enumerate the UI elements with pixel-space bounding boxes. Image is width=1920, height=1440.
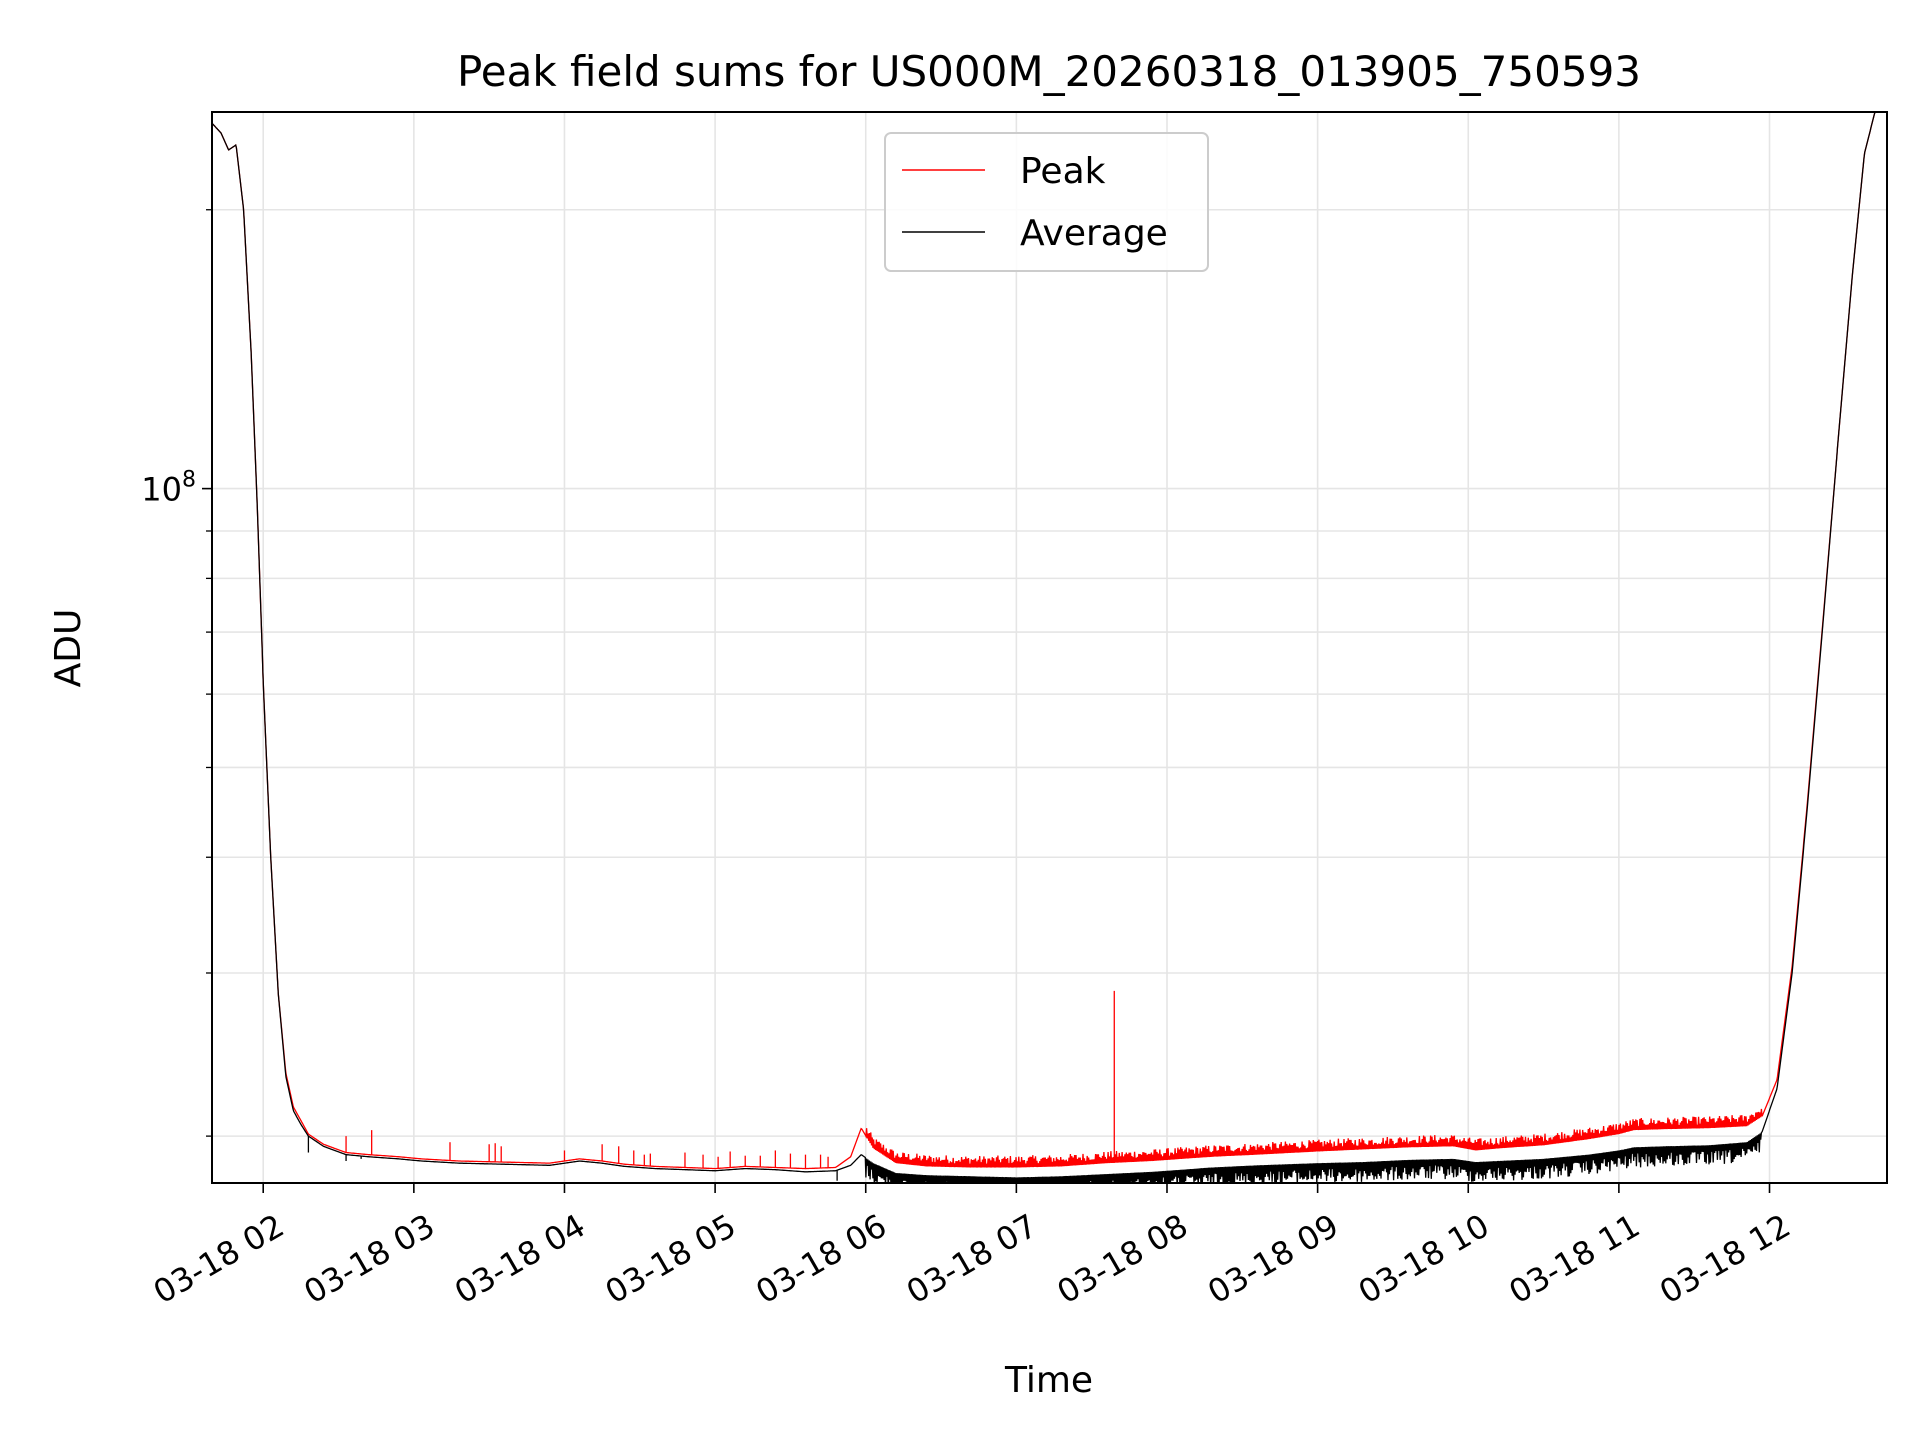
legend-label-average: Average	[1020, 213, 1168, 254]
series-average-line	[212, 112, 1887, 1183]
y-tick-label-base: 10	[141, 471, 182, 509]
series-peak-line	[212, 112, 1887, 1170]
chart-title: Peak field sums for US000M_20260318_0139…	[457, 47, 1641, 96]
legend: Peak Average	[884, 132, 1209, 272]
grid	[212, 112, 1887, 1183]
y-tick-label-exponent: 8	[182, 468, 196, 493]
legend-label-peak: Peak	[1020, 151, 1106, 192]
y-tick-label: 108	[141, 468, 196, 509]
x-axis-label: Time	[1004, 1360, 1093, 1401]
y-axis-label: ADU	[48, 609, 89, 688]
axes-frame	[211, 111, 1888, 1184]
legend-box	[884, 132, 1209, 272]
plot-area	[212, 112, 1887, 1183]
